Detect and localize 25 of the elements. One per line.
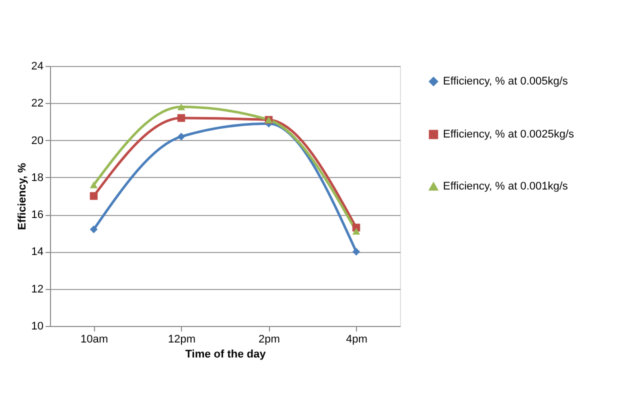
legend-label: Efficiency, % at 0.005kg/s — [443, 76, 568, 88]
y-tick-label: 18 — [31, 172, 44, 184]
point — [177, 114, 186, 122]
y-tick-label: 10 — [31, 320, 44, 332]
x-tick-label: 10am — [80, 334, 108, 346]
legend-label: Efficiency, % at 0.001kg/s — [443, 180, 568, 192]
point — [90, 182, 98, 188]
y-tick-label: 20 — [31, 134, 44, 147]
x-tick-label: 4pm — [346, 334, 368, 346]
point — [177, 104, 186, 110]
point — [352, 248, 360, 256]
y-tick-label: 14 — [31, 246, 44, 258]
point — [177, 132, 186, 140]
y-tick-label: 12 — [31, 283, 44, 296]
x-axis-title: Time of the day — [185, 348, 267, 360]
y-tick-label: 24 — [31, 60, 44, 72]
y-tick-label: 16 — [31, 209, 44, 222]
point — [90, 226, 98, 234]
x-tick-label: 2pm — [258, 334, 280, 346]
legend-label: Efficiency, % at 0.0025kg/s — [443, 128, 575, 140]
point — [352, 228, 360, 235]
x-tick-label: 12pm — [168, 334, 196, 346]
y-axis-title: Efficiency, % — [16, 162, 28, 230]
point — [90, 192, 98, 200]
y-tick-label: 22 — [31, 98, 44, 110]
